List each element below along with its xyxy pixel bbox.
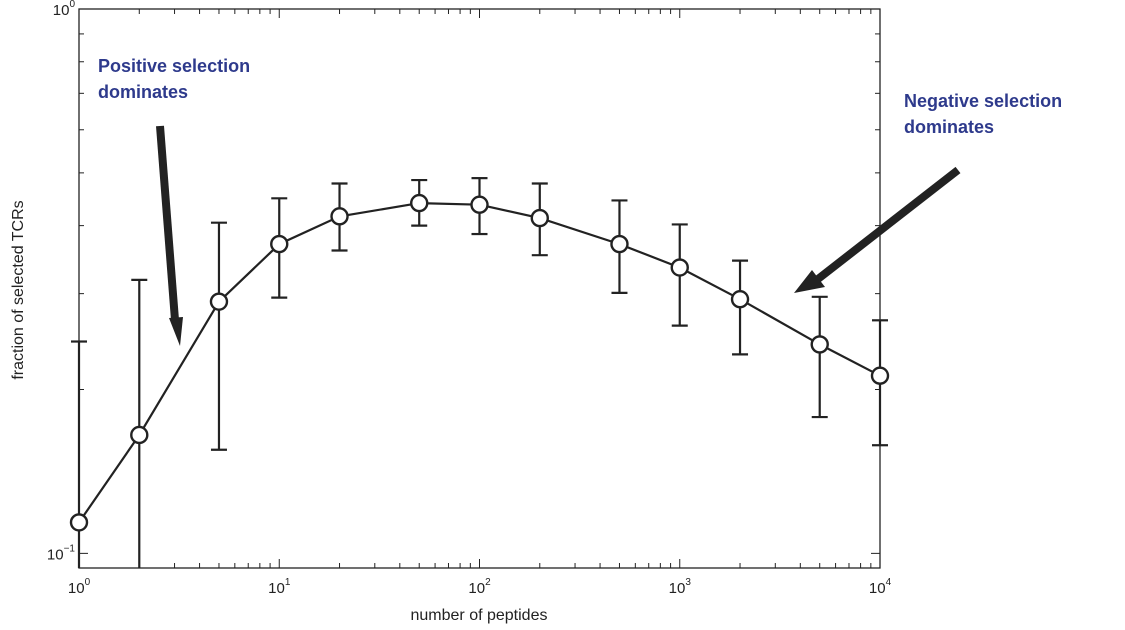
data-point (209, 292, 229, 311)
negative-selection-arrow (794, 166, 961, 293)
x-tick-label: 101 (268, 577, 291, 597)
annotation-line: Negative selection (904, 91, 1063, 111)
data-point (870, 366, 890, 385)
data-point (810, 335, 829, 354)
annotation-line: Positive selection (98, 56, 251, 76)
data-point (670, 258, 689, 277)
y-tick-label: 10−1 (47, 543, 76, 563)
y-tick-label: 100 (53, 0, 76, 19)
annotation-line: dominates (98, 82, 189, 102)
y-tick-labels: 10−1 100 (47, 0, 76, 563)
annotation-line: dominates (904, 117, 995, 137)
data-point (270, 234, 289, 254)
x-tick-label: 100 (68, 577, 91, 597)
data-point (470, 195, 489, 214)
data-point (69, 513, 89, 532)
plot-frame (78, 8, 881, 569)
data-points (69, 193, 890, 532)
data-point (530, 208, 549, 228)
x-tick-label: 103 (669, 577, 692, 597)
data-point (610, 234, 629, 254)
x-axis-label: number of peptides (411, 607, 548, 624)
x-tick-label: 104 (869, 577, 892, 597)
positive-selection-arrow (156, 125, 183, 346)
x-tick-label: 102 (468, 577, 491, 597)
data-point (730, 290, 750, 309)
data-point (330, 207, 349, 226)
negative-selection-annotation: Negative selection dominates (904, 88, 1062, 140)
data-point (130, 425, 149, 445)
data-point (410, 193, 429, 213)
y-axis-label: fraction of selected TCRs (10, 200, 27, 379)
positive-selection-annotation: Positive selection dominates (98, 53, 250, 105)
x-tick-labels: 100 101 102 103 104 (68, 577, 892, 597)
